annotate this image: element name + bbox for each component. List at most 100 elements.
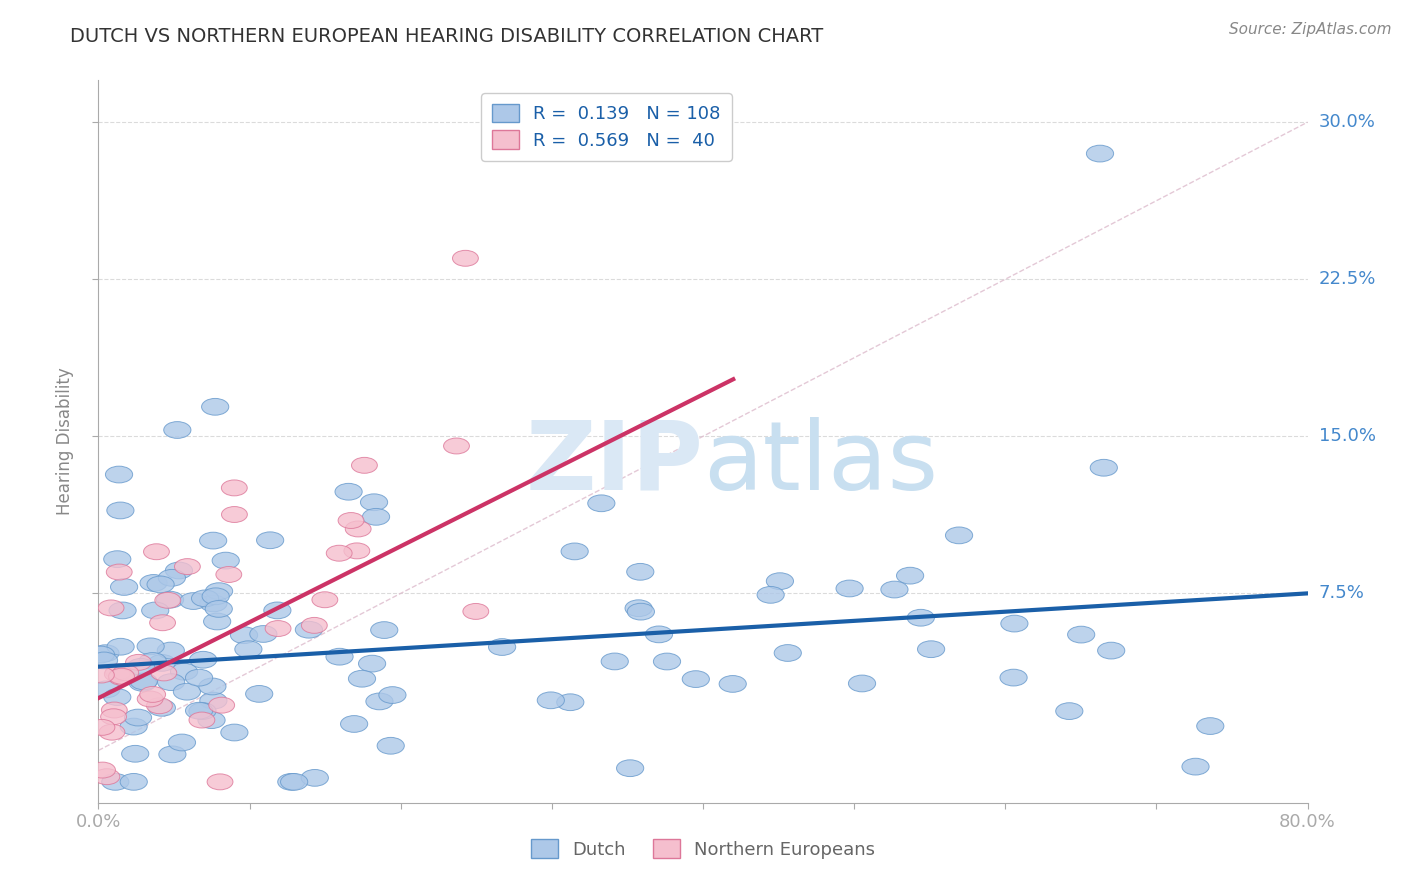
Ellipse shape bbox=[235, 640, 262, 657]
Ellipse shape bbox=[766, 573, 793, 590]
Ellipse shape bbox=[105, 467, 132, 483]
Ellipse shape bbox=[340, 715, 368, 732]
Ellipse shape bbox=[148, 576, 174, 593]
Ellipse shape bbox=[93, 681, 120, 698]
Ellipse shape bbox=[138, 691, 163, 707]
Ellipse shape bbox=[682, 671, 710, 688]
Ellipse shape bbox=[186, 702, 212, 719]
Text: 15.0%: 15.0% bbox=[1319, 427, 1375, 445]
Ellipse shape bbox=[94, 769, 120, 785]
Ellipse shape bbox=[200, 692, 226, 709]
Ellipse shape bbox=[101, 773, 129, 790]
Ellipse shape bbox=[278, 773, 305, 790]
Ellipse shape bbox=[1001, 615, 1028, 632]
Ellipse shape bbox=[281, 773, 308, 790]
Ellipse shape bbox=[202, 588, 229, 605]
Text: 22.5%: 22.5% bbox=[1319, 270, 1376, 288]
Ellipse shape bbox=[918, 640, 945, 657]
Ellipse shape bbox=[190, 651, 217, 668]
Ellipse shape bbox=[205, 600, 232, 617]
Ellipse shape bbox=[626, 599, 652, 616]
Ellipse shape bbox=[301, 617, 328, 633]
Ellipse shape bbox=[101, 702, 128, 718]
Ellipse shape bbox=[104, 689, 131, 706]
Ellipse shape bbox=[837, 580, 863, 597]
Ellipse shape bbox=[201, 399, 229, 415]
Ellipse shape bbox=[155, 592, 181, 608]
Ellipse shape bbox=[139, 687, 166, 702]
Ellipse shape bbox=[602, 653, 628, 670]
Ellipse shape bbox=[222, 507, 247, 523]
Ellipse shape bbox=[107, 502, 134, 519]
Ellipse shape bbox=[443, 438, 470, 454]
Ellipse shape bbox=[346, 521, 371, 537]
Ellipse shape bbox=[108, 669, 135, 685]
Ellipse shape bbox=[143, 544, 169, 559]
Ellipse shape bbox=[104, 550, 131, 567]
Ellipse shape bbox=[256, 532, 284, 549]
Ellipse shape bbox=[1056, 703, 1083, 720]
Ellipse shape bbox=[89, 720, 115, 735]
Ellipse shape bbox=[897, 567, 924, 584]
Ellipse shape bbox=[159, 746, 186, 763]
Ellipse shape bbox=[378, 687, 406, 704]
Ellipse shape bbox=[221, 724, 247, 741]
Ellipse shape bbox=[349, 671, 375, 687]
Ellipse shape bbox=[170, 664, 198, 680]
Ellipse shape bbox=[159, 569, 186, 586]
Ellipse shape bbox=[352, 458, 377, 474]
Ellipse shape bbox=[627, 564, 654, 580]
Ellipse shape bbox=[360, 494, 388, 510]
Ellipse shape bbox=[107, 639, 134, 655]
Ellipse shape bbox=[880, 582, 908, 598]
Text: 30.0%: 30.0% bbox=[1319, 113, 1375, 131]
Ellipse shape bbox=[149, 615, 176, 631]
Ellipse shape bbox=[125, 655, 152, 670]
Ellipse shape bbox=[312, 591, 337, 607]
Ellipse shape bbox=[371, 622, 398, 639]
Ellipse shape bbox=[163, 422, 191, 438]
Ellipse shape bbox=[121, 746, 149, 762]
Ellipse shape bbox=[129, 674, 156, 691]
Text: atlas: atlas bbox=[703, 417, 938, 509]
Ellipse shape bbox=[124, 709, 152, 726]
Ellipse shape bbox=[200, 595, 226, 612]
Ellipse shape bbox=[377, 738, 405, 754]
Ellipse shape bbox=[337, 513, 364, 528]
Ellipse shape bbox=[131, 673, 157, 690]
Ellipse shape bbox=[198, 712, 225, 729]
Ellipse shape bbox=[246, 686, 273, 702]
Ellipse shape bbox=[128, 658, 155, 675]
Legend: Dutch, Northern Europeans: Dutch, Northern Europeans bbox=[523, 832, 883, 866]
Ellipse shape bbox=[301, 770, 329, 786]
Ellipse shape bbox=[616, 760, 644, 777]
Ellipse shape bbox=[718, 675, 747, 692]
Ellipse shape bbox=[627, 603, 654, 620]
Ellipse shape bbox=[188, 703, 217, 720]
Ellipse shape bbox=[90, 762, 115, 778]
Ellipse shape bbox=[136, 638, 165, 655]
Ellipse shape bbox=[105, 664, 131, 680]
Ellipse shape bbox=[453, 251, 478, 266]
Y-axis label: Hearing Disability: Hearing Disability bbox=[56, 368, 75, 516]
Ellipse shape bbox=[907, 609, 935, 626]
Ellipse shape bbox=[1087, 145, 1114, 162]
Ellipse shape bbox=[208, 698, 235, 713]
Ellipse shape bbox=[101, 709, 127, 724]
Ellipse shape bbox=[200, 533, 226, 549]
Ellipse shape bbox=[359, 656, 385, 672]
Ellipse shape bbox=[295, 622, 322, 638]
Ellipse shape bbox=[186, 669, 212, 686]
Ellipse shape bbox=[335, 483, 363, 500]
Ellipse shape bbox=[89, 667, 114, 683]
Ellipse shape bbox=[148, 699, 176, 716]
Ellipse shape bbox=[157, 642, 184, 659]
Ellipse shape bbox=[945, 527, 973, 544]
Ellipse shape bbox=[1090, 459, 1118, 476]
Ellipse shape bbox=[1098, 642, 1125, 659]
Ellipse shape bbox=[139, 653, 166, 669]
Ellipse shape bbox=[756, 586, 785, 603]
Ellipse shape bbox=[1067, 626, 1095, 643]
Ellipse shape bbox=[217, 566, 242, 582]
Ellipse shape bbox=[174, 558, 200, 574]
